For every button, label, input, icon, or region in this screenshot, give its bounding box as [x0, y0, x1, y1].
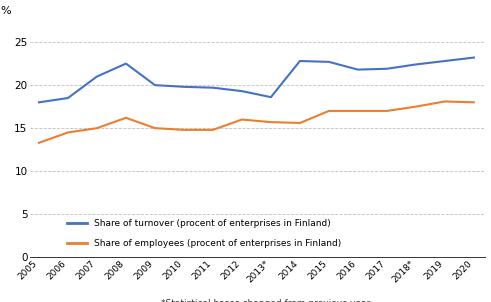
Text: %: % [0, 5, 11, 16]
Text: *Statistical bases changed from previous year: *Statistical bases changed from previous… [161, 299, 370, 302]
Legend: Share of turnover (procent of enterprises in Finland), Share of employees (proce: Share of turnover (procent of enterprise… [67, 219, 341, 248]
